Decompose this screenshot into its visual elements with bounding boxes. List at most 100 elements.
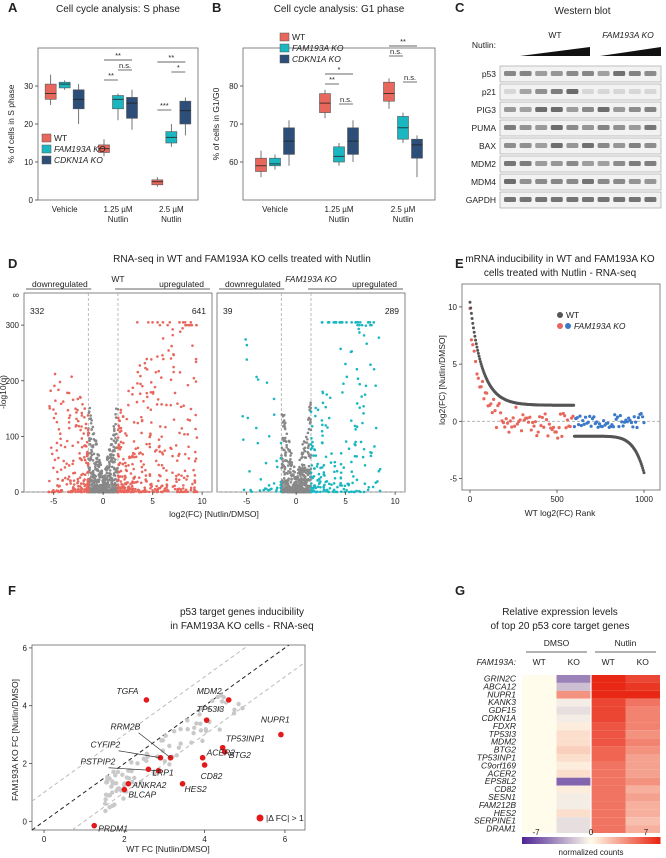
- panel-E-point-wt: [642, 471, 646, 475]
- panel-G-cell: [556, 785, 591, 794]
- panel-D-point-sig: [311, 440, 314, 444]
- panel-C-lane-row: [499, 83, 662, 101]
- panel-F-point-highlighted: [219, 744, 226, 751]
- panel-G-colorbar-step: [653, 837, 656, 844]
- panel-D-point-sig: [358, 323, 361, 327]
- panel-D-point-sig: [55, 420, 59, 424]
- panel-D-point-sig: [141, 489, 145, 493]
- panel-C-band: [644, 143, 657, 148]
- panel-D-point-sig: [193, 450, 197, 454]
- panel-C-band: [535, 89, 548, 94]
- panel-A-legend-label: FAM193A KO: [54, 144, 106, 154]
- panel-D-point-ns: [114, 440, 117, 444]
- panel-G-colorbar-step: [579, 837, 583, 844]
- panel-G-row-label: CDKN1A: [482, 713, 517, 723]
- panel-G-cell: [625, 817, 660, 826]
- panel-D-point-sig: [312, 475, 316, 478]
- panel-D-point-ns: [89, 471, 93, 474]
- panel-D-point-sig: [314, 414, 317, 418]
- panel-G-cell: [556, 698, 591, 707]
- panel-G-cell: [625, 690, 660, 699]
- panel-D-point-sig: [78, 452, 81, 455]
- panel-D-point-sig: [181, 487, 185, 490]
- panel-D-point-sig: [185, 478, 188, 481]
- panel-E-point-ko: [596, 425, 600, 429]
- panel-D-point-sig: [149, 381, 153, 384]
- panel-G-colorbar-step: [609, 837, 613, 844]
- panel-D-point-ns: [108, 462, 111, 466]
- panel-D-point-sig: [131, 462, 134, 466]
- panel-G-cell: [625, 761, 660, 770]
- panel-D-point-sig: [338, 483, 342, 487]
- panel-D-point-sig: [144, 474, 148, 477]
- panel-A-legend-label: WT: [54, 133, 67, 143]
- panel-C-band: [535, 125, 548, 130]
- panel-D-point-sig: [372, 367, 376, 371]
- panel-C-protein-label: PIG3: [477, 105, 497, 115]
- panel-D-point-sig: [339, 481, 343, 485]
- panel-D-point-sig: [364, 384, 368, 388]
- panel-G-colorbar-step: [563, 837, 567, 844]
- panel-E-title: mRNA inducibility in WT and FAM193A KO: [465, 254, 655, 265]
- panel-D-point-sig: [160, 435, 164, 438]
- panel-G-colorbar-step: [657, 837, 661, 844]
- panel-D-point-sig: [132, 440, 136, 443]
- panel-D-point-sig: [322, 463, 326, 467]
- panel-D-point-inf: [183, 321, 187, 324]
- panel-D-point-sig: [57, 388, 60, 392]
- panel-D-point-sig: [194, 380, 198, 383]
- panel-D-point-sig: [86, 429, 90, 432]
- panel-D-point-sig: [159, 474, 162, 478]
- panel-D-point-sig: [339, 462, 343, 466]
- panel-F-point-background: [144, 751, 150, 756]
- panel-D-point-ns: [309, 453, 313, 457]
- panel-F-point-highlighted: [201, 762, 208, 768]
- panel-D-point-ns: [94, 439, 98, 442]
- panel-E-point-ko: [613, 413, 617, 417]
- panel-D-point-ns: [307, 427, 311, 431]
- panel-D-point-sig: [318, 490, 322, 494]
- panel-E-point-ko: [636, 415, 641, 420]
- panel-D-point-sig: [157, 479, 160, 483]
- panel-D-point-sig: [86, 486, 90, 489]
- panel-G-cell: [625, 738, 660, 747]
- panel-D-direction-label: downregulated: [32, 279, 88, 289]
- panel-D-point-sig: [83, 484, 87, 488]
- panel-E-point-ko: [469, 338, 473, 342]
- panel-D-point-sig: [150, 358, 153, 361]
- panel-D-point-sig: [371, 485, 375, 489]
- panel-F-point-highlighted: [221, 749, 228, 755]
- panel-D-point-sig: [314, 490, 318, 494]
- panel-E-point-ko: [489, 402, 493, 406]
- panel-G-cell: [591, 714, 626, 723]
- panel-D-xlabel: log2(FC) [Nutlin/DMSO]: [169, 509, 259, 519]
- panel-D-point-sig: [333, 460, 337, 464]
- panel-E-point-ko: [642, 421, 646, 425]
- panel-C-band: [597, 143, 610, 148]
- panel-D-point-sig: [118, 426, 121, 430]
- panel-E-point-ko: [493, 409, 497, 413]
- panel-G-cell: [522, 785, 557, 794]
- panel-D-point-sig: [157, 487, 161, 490]
- panel-D-point-sig: [121, 475, 124, 478]
- panel-letter-A: A: [8, 0, 18, 15]
- panel-G-condition-label: Nutlin: [615, 638, 637, 648]
- panel-A-sig-label: ***: [160, 101, 169, 110]
- panel-D-point-ns: [92, 481, 95, 484]
- panel-G-colorbar-min: -7: [532, 828, 540, 837]
- panel-D-count-down: 332: [30, 306, 44, 316]
- panel-E-point-ko: [568, 424, 572, 429]
- panel-D-point-sig: [179, 405, 183, 409]
- panel-A-box: [112, 95, 124, 110]
- panel-D-point-ns: [286, 448, 290, 451]
- panel-D-point-sig: [78, 395, 82, 399]
- panel-D-point-sig: [250, 490, 254, 494]
- panel-D-point-inf: [181, 321, 185, 324]
- panel-A-box: [44, 83, 57, 100]
- panel-G-row-label: BTG2: [494, 745, 516, 755]
- panel-F-point-background: [191, 730, 196, 736]
- panel-G-colorbar-step: [572, 837, 576, 844]
- panel-C-band: [613, 71, 626, 76]
- panel-D-point-sig: [157, 463, 160, 467]
- panel-D-point-sig: [171, 328, 174, 331]
